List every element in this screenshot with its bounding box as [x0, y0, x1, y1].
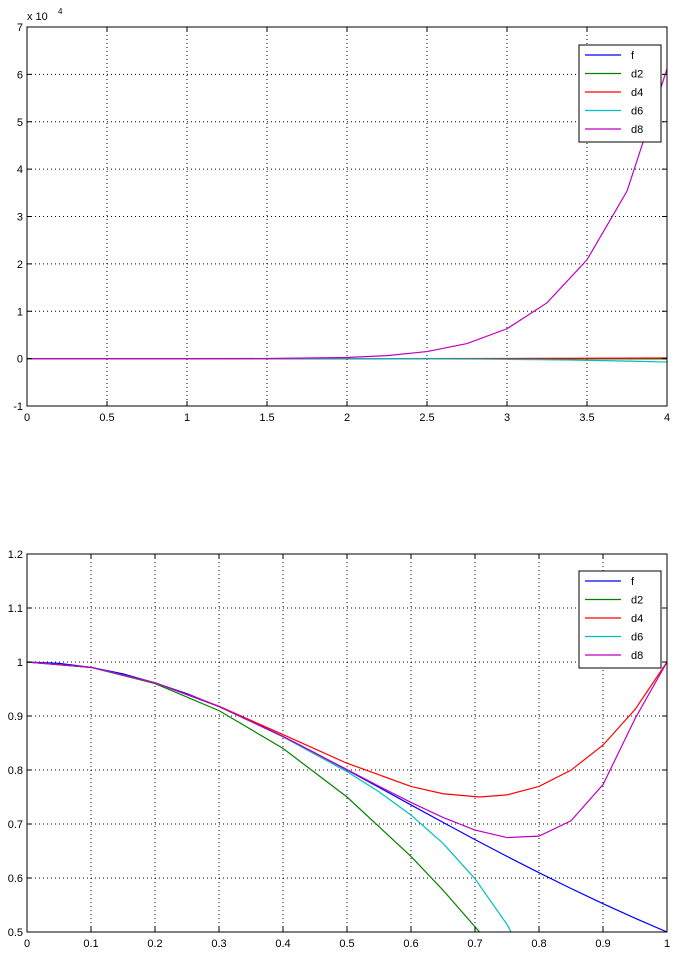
- x-tick-label: 0.8: [531, 938, 546, 950]
- legend-box: [578, 570, 662, 669]
- legend-label-d8: d8: [631, 124, 643, 136]
- x-tick-label: 1.5: [259, 412, 274, 424]
- legend: f d2 d4 d6 d8: [578, 570, 662, 669]
- y-tick-label: 0.9: [8, 711, 23, 723]
- x-tick-label: 3.5: [579, 412, 594, 424]
- y-tick-label: 7: [17, 22, 23, 34]
- y-tick-label: 0: [17, 354, 23, 366]
- x-tick-label: 3: [504, 412, 510, 424]
- x-tick-label: 0.1: [83, 938, 98, 950]
- legend-label-d8: d8: [631, 650, 643, 662]
- y-tick-label: 1.1: [8, 603, 23, 615]
- x-tick-label: 0: [24, 938, 30, 950]
- legend-label-d4: d4: [631, 613, 643, 625]
- legend: f d2 d4 d6 d8: [578, 44, 662, 143]
- series-group: [27, 661, 667, 932]
- legend-label-d2: d2: [631, 69, 643, 81]
- x-tick-label: 0.4: [275, 938, 290, 950]
- y-tick-label: 5: [17, 117, 23, 129]
- x-tick-label: 4: [664, 412, 670, 424]
- x-tick-label: 0.2: [147, 938, 162, 950]
- legend-label-d6: d6: [631, 106, 643, 118]
- y-tick-label: 1: [17, 657, 23, 669]
- y-tick-label: 0.6: [8, 873, 23, 885]
- y-tick-label: -1: [13, 401, 23, 413]
- y-tick-label: 0.7: [8, 819, 23, 831]
- series-line-d8: [27, 68, 667, 360]
- legend-label-f: f: [631, 576, 635, 588]
- y-tick-label: 2: [17, 259, 23, 271]
- x-tick-label: 0.5: [99, 412, 114, 424]
- y-tick-label: 4: [17, 164, 23, 176]
- y-tick-label: 1.2: [8, 549, 23, 561]
- y-tick-label: 6: [17, 69, 23, 81]
- legend-label-d4: d4: [631, 87, 643, 99]
- x-tick-label: 2.5: [419, 412, 434, 424]
- legend-label-f: f: [631, 50, 635, 62]
- x-tick-label: 0.7: [467, 938, 482, 950]
- legend-box: [578, 44, 662, 143]
- series-group: [27, 68, 667, 363]
- x-tick-label: 0.3: [211, 938, 226, 950]
- x-tick-label: 2: [344, 412, 350, 424]
- x-tick-label: 1: [184, 412, 190, 424]
- x-tick-label: 0.9: [595, 938, 610, 950]
- x-tick-label: 0.5: [339, 938, 354, 950]
- y-tick-label: 0.8: [8, 765, 23, 777]
- y-exponent-power: 4: [58, 7, 63, 16]
- legend-label-d6: d6: [631, 632, 643, 644]
- y-tick-label: 1: [17, 306, 23, 318]
- y-tick-label: 0.5: [8, 927, 23, 939]
- y-tick-label: 3: [17, 212, 23, 224]
- legend-label-d2: d2: [631, 595, 643, 607]
- series-line-d8: [27, 661, 667, 839]
- x-tick-label: 0: [24, 412, 30, 424]
- x-tick-label: 1: [664, 938, 670, 950]
- y-exponent-label: x 10: [27, 11, 48, 23]
- chart-bottom: 0 0.1 0.2 0.3 0.4 0.5 0.6 0.7 0.8 0.9 1 0.5 0.6 0.7 0.…: [8, 549, 670, 950]
- x-tick-label: 0.6: [403, 938, 418, 950]
